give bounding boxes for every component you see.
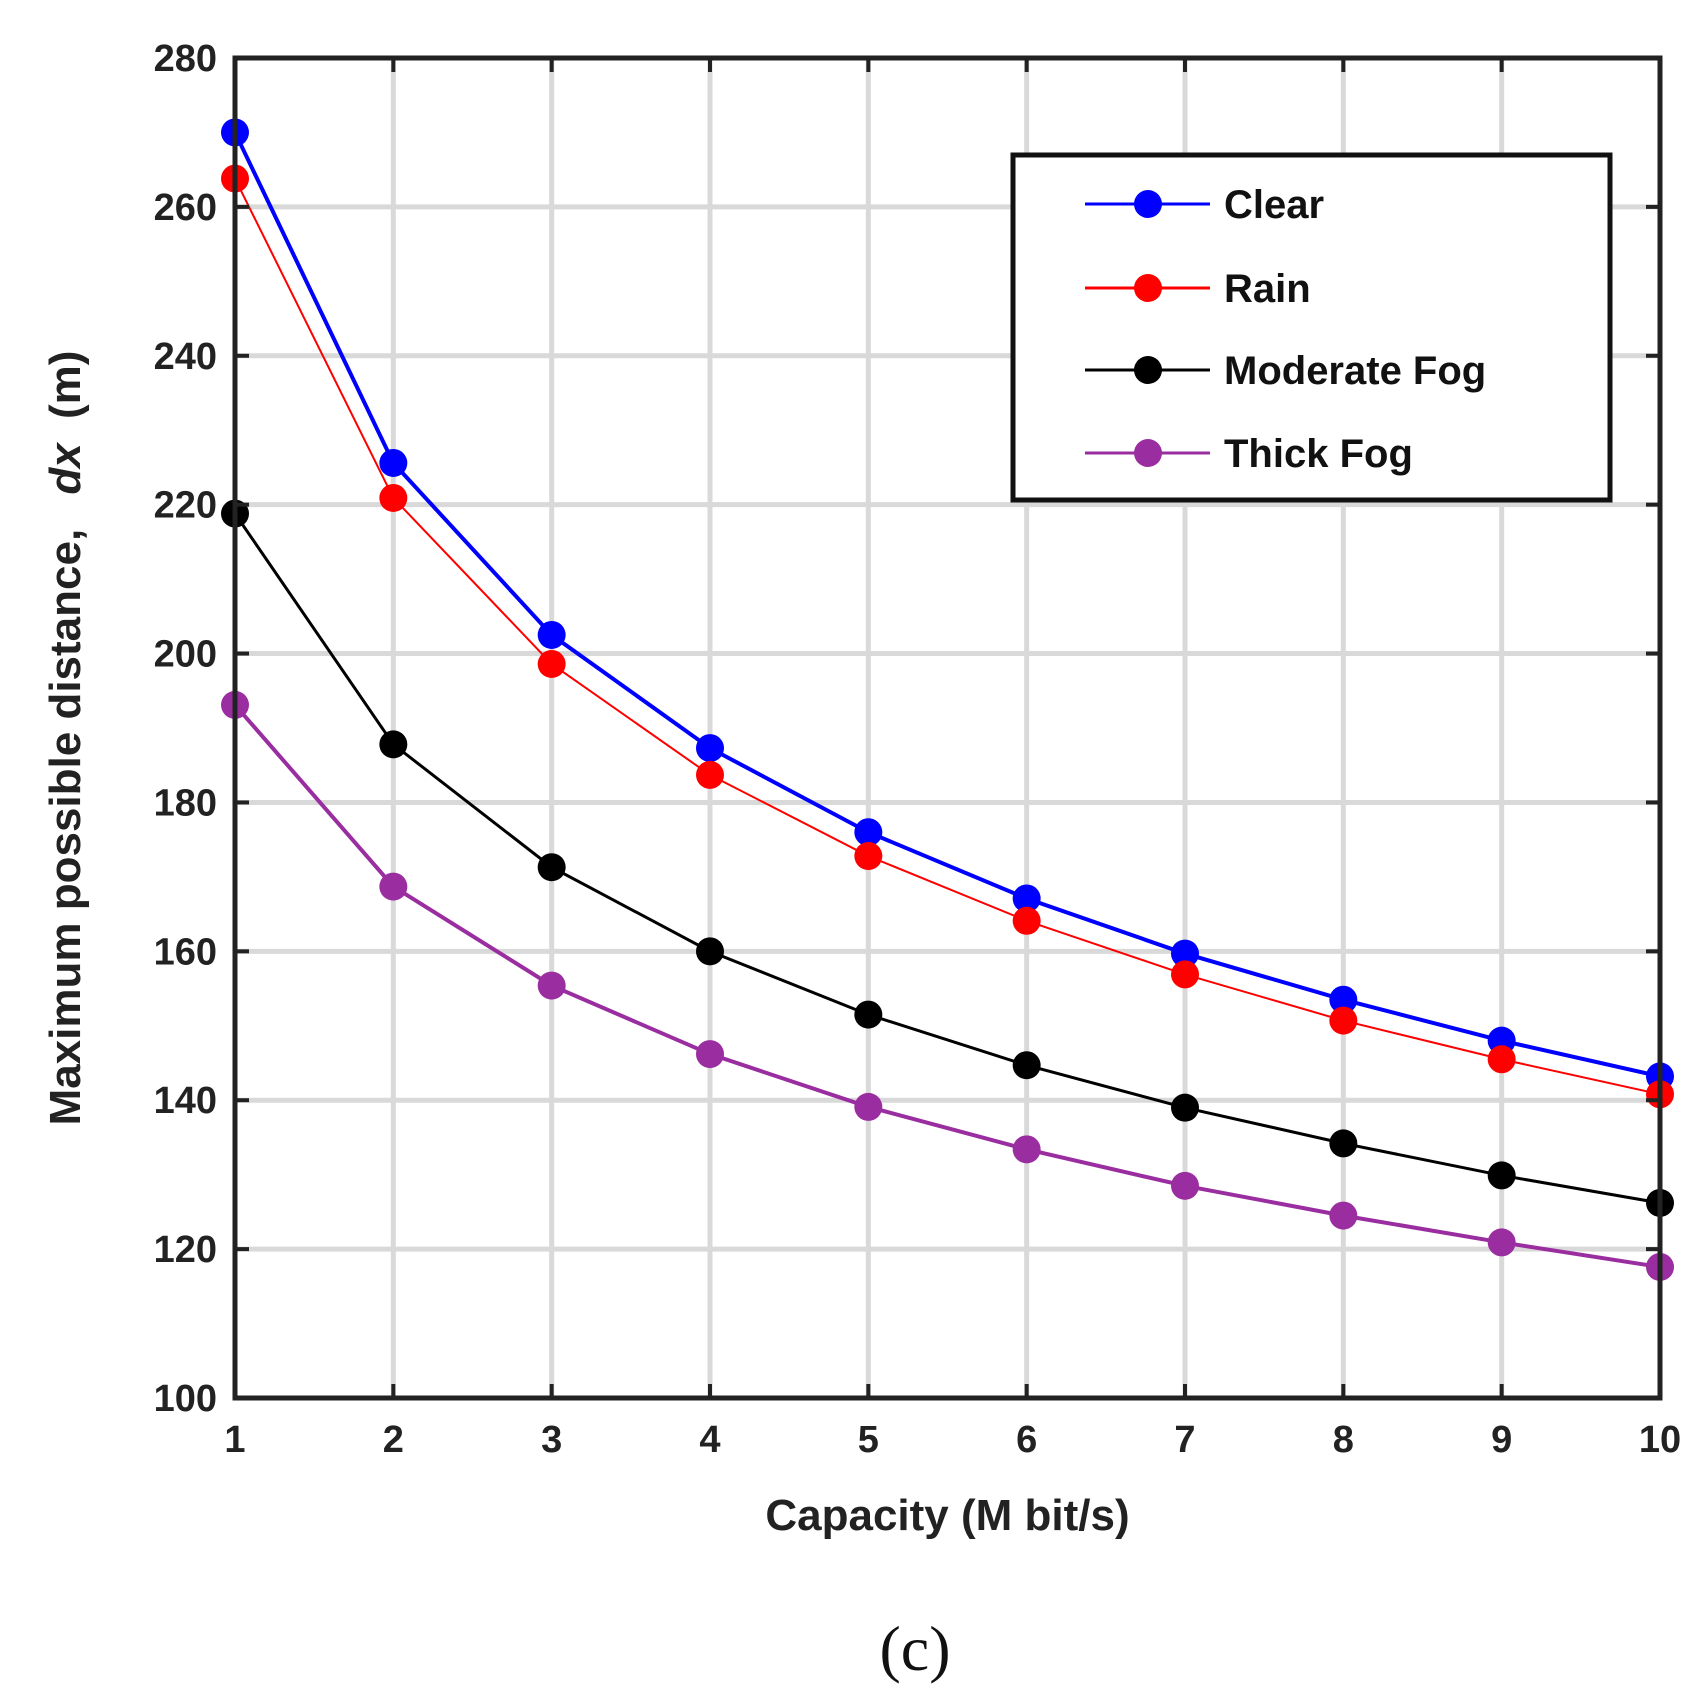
x-tick-label-2: 2 [383, 1419, 404, 1461]
y-tick-label-280: 280 [154, 38, 217, 80]
data-point-moderate-fog-4 [696, 937, 724, 966]
data-point-clear-3 [537, 620, 566, 649]
legend: Clear Rain Moderate Fog Thick Fog [1010, 152, 1613, 503]
y-tick-label-100: 100 [154, 1378, 217, 1420]
panel-label: (c) [879, 1613, 950, 1684]
x-tick-label-5: 5 [858, 1419, 879, 1461]
y-tick-label-120: 120 [154, 1229, 217, 1271]
data-point-clear-2 [379, 448, 408, 477]
data-point-moderate-fog-8 [1329, 1129, 1358, 1158]
axis-ticks: 1 2 3 4 5 6 7 8 9 10 100 120 140 160 180 200 220 240 260 28… [154, 38, 1682, 1461]
x-tick-label-1: 1 [224, 1419, 245, 1461]
x-tick-label-9: 9 [1491, 1419, 1512, 1461]
data-point-clear-5 [854, 818, 883, 847]
y-axis-title-unit: (m) [41, 351, 90, 419]
y-tick-label-240: 240 [154, 336, 217, 378]
data-point-rain-9 [1487, 1045, 1516, 1074]
data-point-rain-2 [379, 483, 408, 512]
y-axis-title: Maximum possible distance, dx (m) [41, 351, 90, 1126]
x-tick-label-4: 4 [699, 1419, 720, 1461]
y-tick-label-200: 200 [154, 634, 217, 676]
plot-area-frame [232, 55, 1663, 1401]
y-axis-title-prefix: Maximum possible distance, [41, 529, 90, 1126]
data-point-thick-fog-8 [1329, 1201, 1358, 1230]
x-axis-title: Capacity (M bit/s) [765, 1491, 1129, 1540]
data-point-rain-6 [1012, 906, 1041, 935]
data-point-rain-8 [1329, 1006, 1358, 1035]
data-point-thick-fog-4 [696, 1040, 724, 1069]
data-point-thick-fog-5 [854, 1092, 883, 1121]
series-line-thick-fog [233, 703, 1661, 1269]
x-tick-label-10: 10 [1639, 1419, 1681, 1461]
x-tick-label-6: 6 [1016, 1419, 1037, 1461]
legend-marker-moderate-fog [1134, 356, 1162, 384]
y-tick-label-140: 140 [154, 1080, 217, 1122]
data-point-clear-4 [696, 734, 724, 763]
series-rain [221, 164, 1674, 1109]
data-point-clear-6 [1012, 884, 1041, 913]
legend-label-moderate-fog: Moderate Fog [1224, 349, 1486, 393]
y-tick-label-180: 180 [154, 782, 217, 824]
x-tick-label-8: 8 [1333, 1419, 1354, 1461]
data-point-moderate-fog-3 [537, 853, 566, 882]
data-point-moderate-fog-9 [1487, 1161, 1516, 1190]
x-tick-label-7: 7 [1174, 1419, 1195, 1461]
legend-label-clear: Clear [1224, 183, 1324, 227]
data-point-rain-7 [1171, 960, 1199, 989]
y-axis-title-variable: dx [41, 442, 90, 495]
data-point-rain-4 [696, 760, 724, 789]
data-point-thick-fog-9 [1487, 1228, 1516, 1257]
data-point-moderate-fog-6 [1012, 1051, 1041, 1080]
data-point-thick-fog-7 [1171, 1171, 1199, 1200]
data-point-rain-5 [854, 842, 883, 871]
legend-marker-thick-fog [1134, 439, 1162, 467]
legend-label-thick-fog: Thick Fog [1224, 432, 1413, 476]
data-point-rain-3 [537, 649, 566, 678]
data-point-moderate-fog-5 [854, 1000, 883, 1029]
data-point-moderate-fog-7 [1171, 1093, 1199, 1122]
legend-box [1010, 152, 1613, 503]
y-tick-label-260: 260 [154, 187, 217, 229]
data-point-thick-fog-2 [379, 872, 408, 901]
series-thick-fog [221, 690, 1674, 1281]
series-line-clear [233, 131, 1661, 1079]
y-tick-label-160: 160 [154, 931, 217, 973]
x-tick-label-3: 3 [541, 1419, 562, 1461]
legend-marker-rain [1134, 274, 1162, 302]
data-point-thick-fog-6 [1012, 1135, 1041, 1164]
data-point-clear-7 [1171, 939, 1199, 968]
series-line-rain [234, 178, 1661, 1096]
data-point-moderate-fog-2 [379, 730, 408, 759]
data-point-thick-fog-3 [537, 971, 566, 1000]
y-tick-label-220: 220 [154, 485, 217, 527]
legend-marker-clear [1134, 190, 1162, 218]
series-line-moderate-fog [233, 512, 1661, 1205]
legend-label-rain: Rain [1224, 267, 1311, 311]
data-point-clear-8 [1329, 985, 1358, 1014]
